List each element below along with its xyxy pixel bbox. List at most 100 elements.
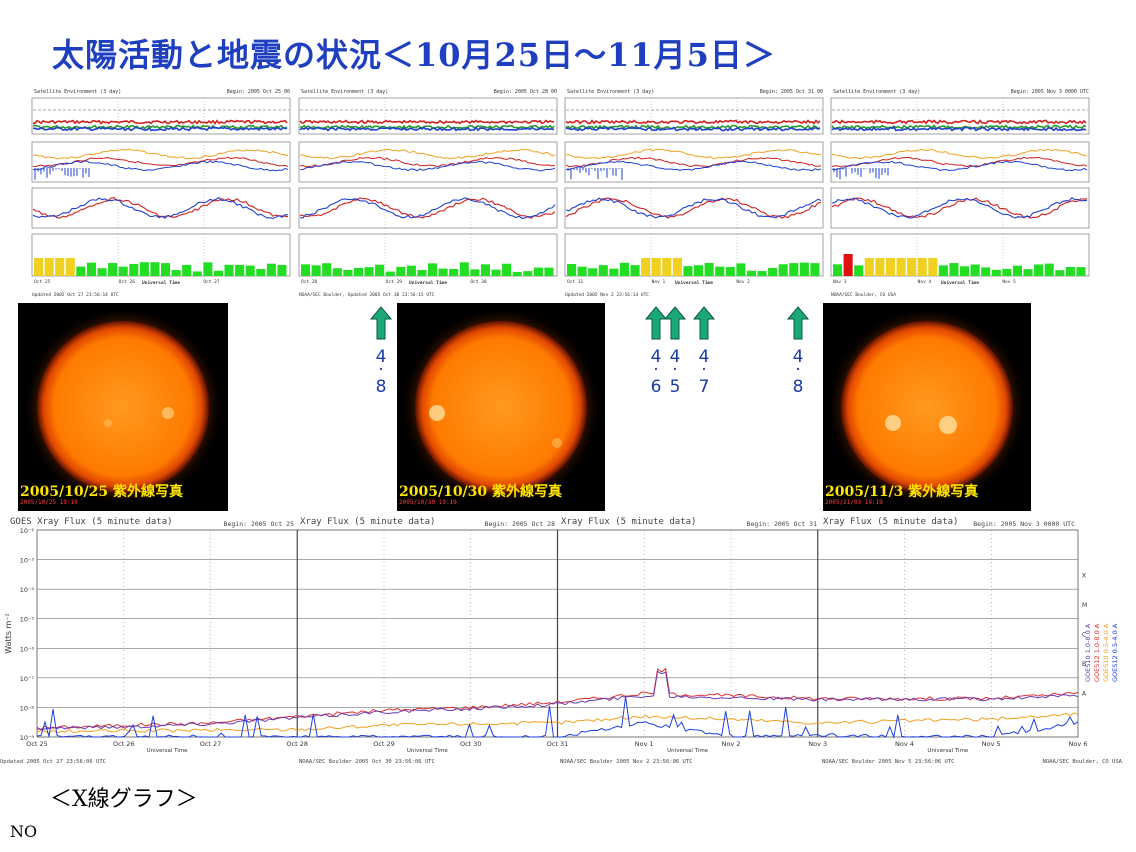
kp-bar [44, 258, 54, 276]
proton-flux-line [299, 124, 555, 130]
x-tick-label: Nov 2 [722, 740, 741, 748]
electron-flux-line [32, 160, 289, 172]
x-tick-label: Nov 3 [833, 279, 847, 285]
hp-line [831, 197, 1088, 219]
x-tick-label: Oct 31 [547, 740, 569, 748]
kp-bar [619, 262, 629, 276]
sun-timestamp: 2005/10/25 19:19 [20, 499, 78, 506]
kp-bar [406, 265, 416, 276]
kp-bar [598, 265, 608, 276]
kp-bar [76, 266, 86, 276]
kp-bar [459, 262, 469, 276]
x-tick-label: Nov 1 [635, 740, 654, 748]
page-title: 太陽活動と地震の状況＜10月25日～11月5日＞ [52, 36, 776, 74]
kp-bar [651, 258, 661, 276]
subplot-frame [31, 141, 291, 183]
magnitude-decimal-point: · [378, 360, 384, 380]
proton-flux-line [32, 119, 288, 125]
flare-class-label: C [1082, 632, 1086, 639]
kp-bar [171, 270, 181, 276]
magnitude-decimal: 8 [792, 377, 804, 397]
x-tick-label: Oct 30 [460, 740, 482, 748]
kp-bar [970, 264, 980, 276]
kp-bar [108, 262, 118, 276]
kp-bar [672, 258, 682, 276]
panel-footer: Updated 2005 Nov 2 23:56:14 UTC [565, 292, 649, 298]
magnitude-integer: 4 [650, 347, 662, 367]
kp-bar [544, 267, 554, 276]
sun-timestamp: 2005/11/03 19:19 [825, 499, 883, 506]
panel-header-right: Begin: 2005 Oct 25 00 [227, 89, 290, 95]
kp-bar [928, 258, 938, 276]
y-tick-label: 10⁻⁶ [20, 645, 35, 653]
x-tick-label: Nov 4 [895, 740, 914, 748]
y-axis-label: Watts m⁻² [4, 613, 13, 654]
kp-bar [746, 270, 756, 276]
x-axis-label: Universal Time [927, 748, 969, 754]
kp-bar [332, 268, 342, 276]
kp-bar [885, 258, 895, 276]
kp-bar [65, 258, 75, 276]
arrow-shape [664, 306, 686, 340]
x-tick-label: Nov 1 [652, 279, 666, 285]
xray-panel-footer: NOAA/SEC Boulder 2005 Oct 30 23:56:06 UT… [299, 759, 435, 765]
kp-bar [55, 258, 65, 276]
kp-bar [833, 264, 843, 276]
xray-right-footer: NOAA/SEC Boulder, CO USA [1043, 759, 1123, 765]
x-tick-label: Oct 26 [119, 279, 136, 285]
kp-bar [213, 270, 223, 276]
flare-class-label: B [1082, 661, 1086, 668]
electron-flux-line [299, 160, 556, 172]
magnitude-integer: 4 [698, 347, 710, 367]
x-tick-label: Oct 25 [26, 740, 48, 748]
kp-bar [949, 263, 959, 276]
sun-caption: 2005/10/30 紫外線写真 [399, 484, 563, 500]
x-tick-label: Oct 31 [567, 279, 584, 285]
kp-bar [364, 267, 374, 276]
kp-bar [991, 269, 1001, 276]
kp-bar [480, 264, 490, 276]
sun-image-2: 2005/10/30 紫外線写真 2005/10/30 19:19 [397, 303, 605, 511]
hp-line [32, 196, 289, 220]
kp-bar [757, 271, 767, 276]
subplot-frame [31, 187, 291, 229]
proton-flux-line [831, 119, 1087, 125]
kp-bar [512, 271, 522, 276]
kp-bar [1002, 268, 1012, 276]
kp-bar [256, 268, 266, 276]
x-tick-label: Nov 4 [918, 279, 932, 285]
kp-bar [385, 271, 395, 276]
kp-bar [438, 268, 448, 276]
kp-bar [641, 258, 651, 276]
sun-disk-graphic [827, 307, 1027, 507]
kp-bar [375, 264, 385, 276]
magnitude-decimal: 8 [375, 377, 387, 397]
x-tick-label: Oct 29 [386, 279, 403, 285]
hp-line [831, 197, 1088, 219]
proton-flux-line [299, 126, 555, 132]
arrow-shape [693, 306, 715, 340]
panel-footer: NOAA/SEC Boulder, Updated 2005 Oct 30 23… [299, 292, 435, 298]
magnitude-decimal-point: · [653, 360, 659, 380]
electron-flux-line [299, 157, 556, 168]
kp-bar [1065, 266, 1075, 276]
kp-bar [150, 262, 160, 276]
kp-bar [491, 269, 501, 276]
x-tick-label: Oct 28 [301, 279, 318, 285]
x-tick-label: Nov 2 [736, 279, 750, 285]
sun-caption: 2005/10/25 紫外線写真 [20, 484, 184, 500]
panel-header-left: Satellite Environment (3 day) [34, 89, 121, 95]
x-tick-label: Nov 3 [808, 740, 827, 748]
legend-entry: GOES10 0.5-4.0 A [1102, 623, 1110, 682]
kp-bar [449, 268, 459, 276]
x-tick-label: Nov 5 [1002, 279, 1016, 285]
xray-panel-begin: Begin: 2005 Oct 28 [485, 520, 556, 528]
kp-bar [567, 263, 577, 276]
arrow-shape [645, 306, 667, 340]
subplot-frame [830, 141, 1090, 183]
earthquake-arrow-icon [370, 306, 392, 340]
electron-flux-line [565, 160, 822, 172]
kp-bar [224, 264, 234, 276]
kp-bar [694, 265, 704, 276]
kp-bar [907, 258, 917, 276]
